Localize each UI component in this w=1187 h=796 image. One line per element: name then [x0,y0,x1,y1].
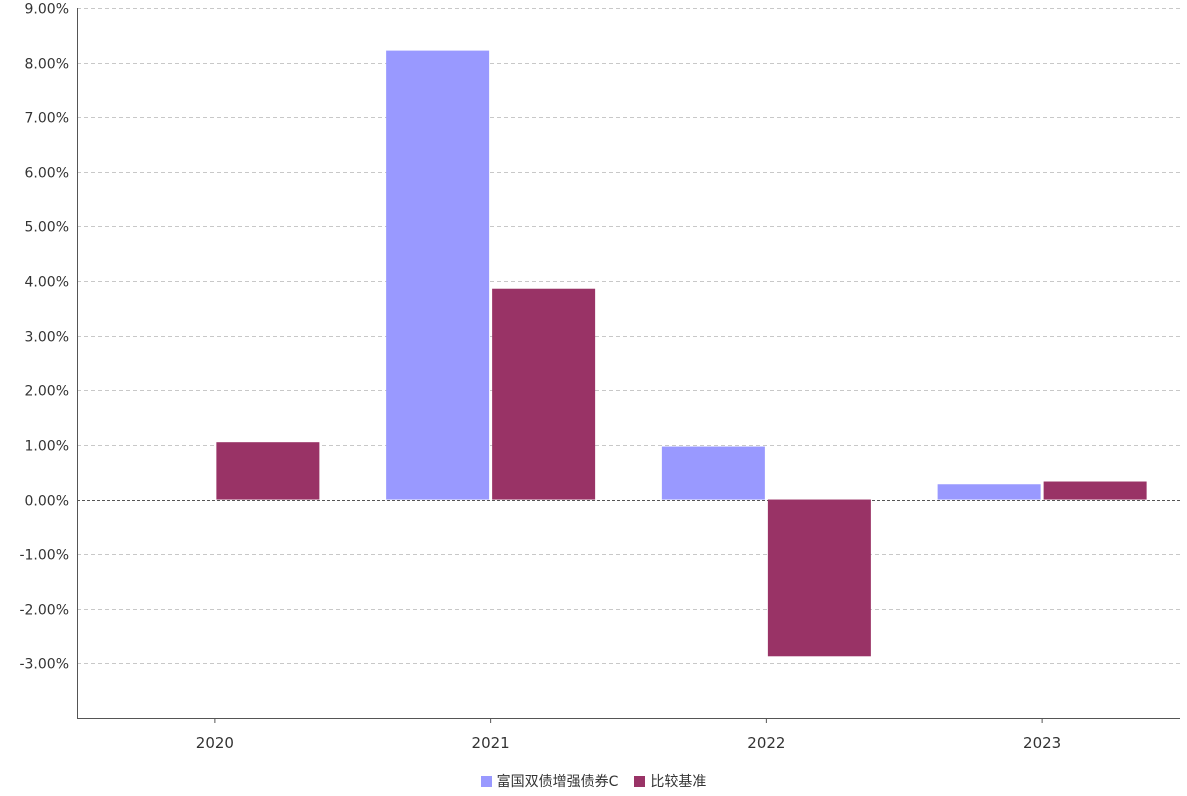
y-tick-label: 7.00% [25,111,69,127]
bar-fund-2022 [661,446,765,500]
bar-fund-2023 [937,484,1041,500]
legend-item-series-2: 比较基准 [634,771,706,791]
y-tick-label: -3.00% [19,657,69,673]
x-axis-tick-labels: 2020 2021 2022 2023 [196,734,1061,752]
x-tick-label: 2020 [196,734,234,752]
bar-benchmark-2021 [492,288,596,500]
legend-swatch-series-2 [634,775,646,787]
y-axis-tick-labels: 9.00% 8.00% 7.00% 6.00% 5.00% 4.00% 3.00% 2.00%… [19,2,69,673]
y-tick-label: 8.00% [25,57,69,73]
y-tick-label: 0.00% [25,494,69,510]
legend: 富国双债增强债券C 比较基准 [0,770,1187,792]
y-tick-label: 1.00% [25,439,69,455]
y-tick-label: 6.00% [25,166,69,182]
y-tick-label: 4.00% [25,275,69,291]
y-tick-label: -1.00% [19,548,69,564]
y-tick-label: 2.00% [25,384,69,400]
axes [77,8,1180,723]
legend-label-series-1: 富国双债增强债券C [496,774,619,790]
bars [216,50,1147,657]
legend-swatch-series-1 [480,775,492,787]
bar-benchmark-2023 [1043,481,1147,500]
y-tick-label: -2.00% [19,603,69,619]
bar-benchmark-2020 [216,442,320,500]
x-tick-label: 2022 [747,734,785,752]
legend-label-series-2: 比较基准 [650,774,707,790]
gridlines [77,8,1180,664]
bar-benchmark-2022 [767,499,871,657]
y-tick-label: 3.00% [25,330,69,346]
y-tick-label: 5.00% [25,220,69,236]
y-tick-label: 9.00% [25,2,69,18]
bar-fund-2021 [386,50,490,500]
x-tick-label: 2023 [1023,734,1061,752]
x-tick-label: 2021 [472,734,510,752]
legend-item-series-1: 富国双债增强债券C [480,771,619,791]
